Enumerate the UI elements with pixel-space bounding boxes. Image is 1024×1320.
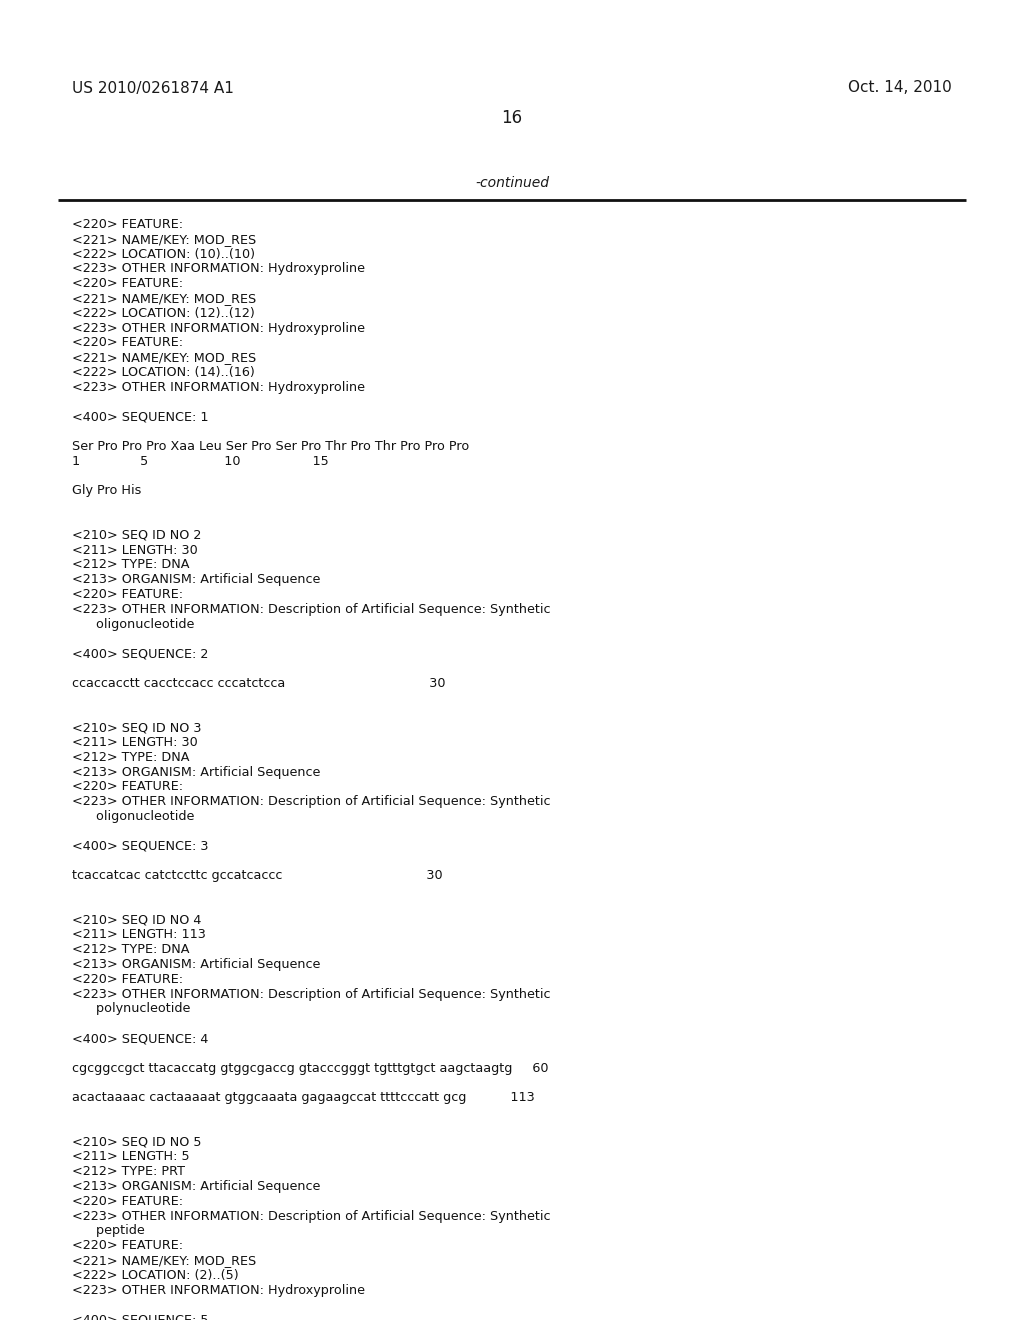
Text: <210> SEQ ID NO 5: <210> SEQ ID NO 5	[72, 1135, 202, 1148]
Text: ccaccacctt cacctccacc cccatctcca                                    30: ccaccacctt cacctccacc cccatctcca 30	[72, 677, 445, 690]
Text: <221> NAME/KEY: MOD_RES: <221> NAME/KEY: MOD_RES	[72, 292, 256, 305]
Text: <222> LOCATION: (2)..(5): <222> LOCATION: (2)..(5)	[72, 1269, 239, 1282]
Text: <213> ORGANISM: Artificial Sequence: <213> ORGANISM: Artificial Sequence	[72, 573, 321, 586]
Text: <210> SEQ ID NO 3: <210> SEQ ID NO 3	[72, 721, 202, 734]
Text: <223> OTHER INFORMATION: Description of Artificial Sequence: Synthetic: <223> OTHER INFORMATION: Description of …	[72, 795, 551, 808]
Text: <220> FEATURE:: <220> FEATURE:	[72, 337, 183, 350]
Text: acactaaaac cactaaaaat gtggcaaata gagaagccat ttttcccatt gcg           113: acactaaaac cactaaaaat gtggcaaata gagaagc…	[72, 1092, 535, 1105]
Text: <223> OTHER INFORMATION: Hydroxyproline: <223> OTHER INFORMATION: Hydroxyproline	[72, 322, 365, 334]
Text: <221> NAME/KEY: MOD_RES: <221> NAME/KEY: MOD_RES	[72, 232, 256, 246]
Text: <220> FEATURE:: <220> FEATURE:	[72, 587, 183, 601]
Text: <212> TYPE: DNA: <212> TYPE: DNA	[72, 751, 189, 764]
Text: <210> SEQ ID NO 2: <210> SEQ ID NO 2	[72, 529, 202, 541]
Text: <400> SEQUENCE: 1: <400> SEQUENCE: 1	[72, 411, 209, 424]
Text: <222> LOCATION: (10)..(10): <222> LOCATION: (10)..(10)	[72, 248, 255, 260]
Text: -continued: -continued	[475, 176, 549, 190]
Text: <223> OTHER INFORMATION: Hydroxyproline: <223> OTHER INFORMATION: Hydroxyproline	[72, 380, 365, 393]
Text: <221> NAME/KEY: MOD_RES: <221> NAME/KEY: MOD_RES	[72, 351, 256, 364]
Text: Gly Pro His: Gly Pro His	[72, 484, 141, 498]
Text: <220> FEATURE:: <220> FEATURE:	[72, 780, 183, 793]
Text: <212> TYPE: DNA: <212> TYPE: DNA	[72, 558, 189, 572]
Text: 16: 16	[502, 110, 522, 127]
Text: Ser Pro Pro Pro Xaa Leu Ser Pro Ser Pro Thr Pro Thr Pro Pro Pro: Ser Pro Pro Pro Xaa Leu Ser Pro Ser Pro …	[72, 440, 469, 453]
Text: <222> LOCATION: (12)..(12): <222> LOCATION: (12)..(12)	[72, 306, 255, 319]
Text: <220> FEATURE:: <220> FEATURE:	[72, 973, 183, 986]
Text: 1               5                   10                  15: 1 5 10 15	[72, 455, 329, 467]
Text: cgcggccgct ttacaccatg gtggcgaccg gtacccgggt tgtttgtgct aagctaagtg     60: cgcggccgct ttacaccatg gtggcgaccg gtacccg…	[72, 1061, 549, 1074]
Text: <212> TYPE: DNA: <212> TYPE: DNA	[72, 944, 189, 956]
Text: <220> FEATURE:: <220> FEATURE:	[72, 1239, 183, 1253]
Text: tcaccatcac catctccttc gccatcaccc                                    30: tcaccatcac catctccttc gccatcaccc 30	[72, 869, 442, 882]
Text: <212> TYPE: PRT: <212> TYPE: PRT	[72, 1166, 185, 1179]
Text: <223> OTHER INFORMATION: Hydroxyproline: <223> OTHER INFORMATION: Hydroxyproline	[72, 1283, 365, 1296]
Text: <220> FEATURE:: <220> FEATURE:	[72, 277, 183, 290]
Text: <220> FEATURE:: <220> FEATURE:	[72, 1195, 183, 1208]
Text: <211> LENGTH: 30: <211> LENGTH: 30	[72, 544, 198, 557]
Text: <211> LENGTH: 113: <211> LENGTH: 113	[72, 928, 206, 941]
Text: <211> LENGTH: 30: <211> LENGTH: 30	[72, 737, 198, 748]
Text: <222> LOCATION: (14)..(16): <222> LOCATION: (14)..(16)	[72, 366, 255, 379]
Text: Oct. 14, 2010: Oct. 14, 2010	[848, 81, 952, 95]
Text: <223> OTHER INFORMATION: Description of Artificial Sequence: Synthetic: <223> OTHER INFORMATION: Description of …	[72, 603, 551, 616]
Text: <211> LENGTH: 5: <211> LENGTH: 5	[72, 1151, 189, 1163]
Text: <400> SEQUENCE: 2: <400> SEQUENCE: 2	[72, 647, 208, 660]
Text: peptide: peptide	[72, 1225, 144, 1237]
Text: <210> SEQ ID NO 4: <210> SEQ ID NO 4	[72, 913, 202, 927]
Text: <400> SEQUENCE: 4: <400> SEQUENCE: 4	[72, 1032, 208, 1045]
Text: <223> OTHER INFORMATION: Hydroxyproline: <223> OTHER INFORMATION: Hydroxyproline	[72, 263, 365, 276]
Text: <213> ORGANISM: Artificial Sequence: <213> ORGANISM: Artificial Sequence	[72, 958, 321, 972]
Text: <223> OTHER INFORMATION: Description of Artificial Sequence: Synthetic: <223> OTHER INFORMATION: Description of …	[72, 1209, 551, 1222]
Text: <220> FEATURE:: <220> FEATURE:	[72, 218, 183, 231]
Text: <223> OTHER INFORMATION: Description of Artificial Sequence: Synthetic: <223> OTHER INFORMATION: Description of …	[72, 987, 551, 1001]
Text: <213> ORGANISM: Artificial Sequence: <213> ORGANISM: Artificial Sequence	[72, 766, 321, 779]
Text: oligonucleotide: oligonucleotide	[72, 618, 195, 631]
Text: <400> SEQUENCE: 5: <400> SEQUENCE: 5	[72, 1313, 209, 1320]
Text: US 2010/0261874 A1: US 2010/0261874 A1	[72, 81, 233, 95]
Text: <213> ORGANISM: Artificial Sequence: <213> ORGANISM: Artificial Sequence	[72, 1180, 321, 1193]
Text: polynucleotide: polynucleotide	[72, 1002, 190, 1015]
Text: <400> SEQUENCE: 3: <400> SEQUENCE: 3	[72, 840, 209, 853]
Text: oligonucleotide: oligonucleotide	[72, 810, 195, 822]
Text: <221> NAME/KEY: MOD_RES: <221> NAME/KEY: MOD_RES	[72, 1254, 256, 1267]
